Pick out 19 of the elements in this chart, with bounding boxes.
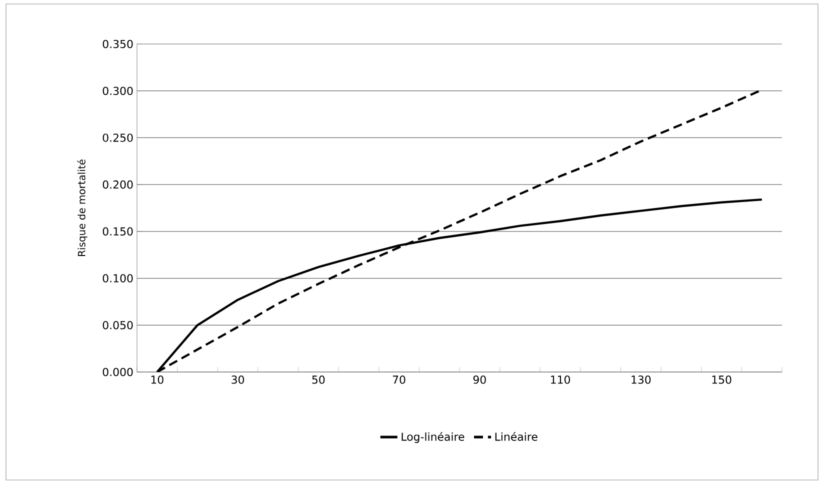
x-tick-label: 150: [712, 376, 732, 384]
y-tick-label: 0.150: [102, 227, 133, 236]
y-tick-label: 0.100: [102, 274, 133, 282]
legend-label: Log-linéaire: [402, 432, 464, 443]
y-tick-label: 0.050: [102, 321, 133, 330]
x-tick-label: 30: [232, 376, 244, 384]
x-tick-label: 10: [151, 376, 164, 384]
y-axis-title: Risque de mortalité: [77, 160, 88, 256]
x-tick-label: 90: [473, 376, 486, 384]
legend-label: Linéaire: [495, 432, 538, 441]
x-tick-label: 70: [392, 376, 406, 384]
y-tick-label: 0.000: [102, 368, 133, 376]
x-tick-label: 130: [632, 376, 651, 384]
y-tick-label: 0.300: [102, 86, 133, 96]
y-tick-label: 0.250: [102, 134, 133, 142]
x-tick-label: 110: [551, 376, 570, 384]
y-tick-label: 0.200: [102, 180, 133, 189]
y-tick-label: 0.350: [102, 40, 133, 48]
x-tick-label: 50: [312, 376, 325, 384]
